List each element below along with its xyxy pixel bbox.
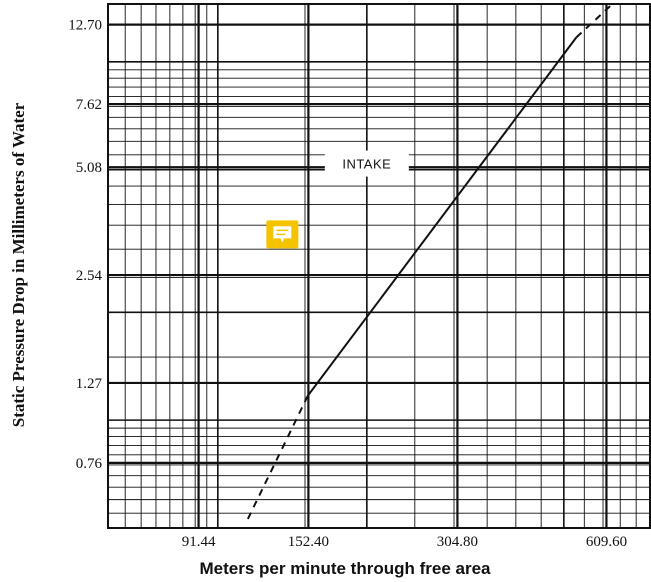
x-tick-label: 91.44 bbox=[182, 534, 216, 550]
annotation-box bbox=[324, 150, 409, 177]
comment-icon-bubble[interactable] bbox=[273, 226, 292, 239]
y-tick-label: 2.54 bbox=[76, 268, 103, 284]
series-layer bbox=[246, 5, 611, 520]
y-tick-label: 1.27 bbox=[76, 376, 103, 392]
comment-icon-tail[interactable] bbox=[280, 238, 285, 243]
series-line-segment bbox=[575, 5, 611, 39]
y-tick-label: 7.62 bbox=[76, 97, 102, 113]
y-tick-label: 0.76 bbox=[76, 456, 103, 472]
annotation-layer: INTAKE bbox=[266, 150, 409, 249]
plot-frame bbox=[107, 3, 651, 529]
y-tick-label: 5.08 bbox=[76, 160, 102, 176]
x-axis-title: Meters per minute through free area bbox=[200, 559, 492, 578]
x-tick-label: 152.40 bbox=[288, 534, 329, 550]
series-line-segment bbox=[307, 36, 578, 397]
x-tick-label: 304.80 bbox=[437, 534, 478, 550]
comment-icon[interactable] bbox=[266, 220, 299, 249]
y-axis-title: Static Pressure Drop in Millimeters of W… bbox=[9, 102, 28, 427]
tick-layer: 91.44 152.40 304.80 609.60 12.70 7.62 5.08 2.54… bbox=[68, 18, 627, 550]
series-line-segment bbox=[246, 395, 309, 520]
y-tick-label: 12.70 bbox=[68, 18, 102, 34]
grid bbox=[107, 3, 651, 529]
annotation-label: INTAKE bbox=[342, 157, 391, 172]
x-tick-label: 609.60 bbox=[586, 534, 627, 550]
